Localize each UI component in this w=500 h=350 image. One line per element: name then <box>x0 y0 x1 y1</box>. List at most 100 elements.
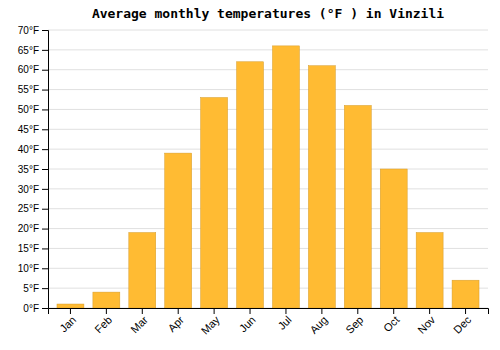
axis-line <box>49 309 489 315</box>
tick-label: Oct <box>381 314 402 335</box>
grid-line <box>48 228 488 229</box>
bar <box>165 153 192 308</box>
axis-line <box>42 31 49 309</box>
tick-mark <box>106 308 107 314</box>
grid-line <box>48 49 488 50</box>
bar <box>272 46 299 308</box>
tick-mark <box>42 229 48 230</box>
tick-label: Dec <box>451 313 474 336</box>
tick: Nov <box>415 308 438 336</box>
tick-label: 0°F <box>23 303 39 314</box>
tick: 50°F <box>18 104 48 115</box>
tick: 0°F <box>23 303 48 314</box>
tick-mark <box>42 268 48 269</box>
bars <box>57 46 479 308</box>
tick: 45°F <box>18 124 48 135</box>
tick: 15°F <box>18 243 48 254</box>
tick: Jan <box>57 308 78 335</box>
tick: Jun <box>237 308 258 335</box>
y-axis: 0°F 5°F 10°F 15°F 20°F 25°F 30°F 35°F 40°F 45°F 50… <box>18 25 49 314</box>
tick-mark <box>42 189 48 190</box>
tick-mark <box>42 288 48 289</box>
tick-label: 55°F <box>18 84 39 95</box>
tick-mark <box>70 308 71 314</box>
tick-mark <box>357 308 358 314</box>
tick-label: 40°F <box>18 144 39 155</box>
tick-label: 20°F <box>18 223 39 234</box>
tick-label: 65°F <box>18 45 39 56</box>
tick-mark <box>42 129 48 130</box>
tick-label: 5°F <box>23 283 39 294</box>
tick: Oct <box>381 308 402 334</box>
grid-line <box>48 149 488 150</box>
title: Average monthly temperatures (°F ) in Vi… <box>92 6 444 21</box>
tick: Aug <box>307 308 329 336</box>
tick-label: Apr <box>165 313 186 334</box>
tick-mark <box>42 149 48 150</box>
grid-line <box>48 129 488 130</box>
tick-label: Jan <box>57 314 78 335</box>
bar <box>308 66 335 308</box>
tick-label: Mar <box>128 313 150 335</box>
grid-line <box>48 89 488 90</box>
tick-label: May <box>199 313 223 337</box>
bar <box>129 233 156 308</box>
tick: 10°F <box>18 263 48 274</box>
tick: Sep <box>343 308 365 336</box>
tick: Dec <box>451 308 474 336</box>
x-axis: Jan Feb Mar Apr May Jun Jul Aug Sep Oct Nov Dec <box>49 308 489 337</box>
tick-mark <box>42 70 48 71</box>
tick: 60°F <box>18 64 48 75</box>
bar <box>344 105 371 308</box>
bar <box>93 292 120 308</box>
tick-label: 10°F <box>18 263 39 274</box>
tick-mark <box>321 308 322 314</box>
tick-label: 35°F <box>18 164 39 175</box>
tick-mark <box>393 308 394 314</box>
tick-label: Jul <box>275 314 293 332</box>
tick-mark <box>42 50 48 51</box>
tick-label: 30°F <box>18 184 39 195</box>
grid-line <box>48 69 488 70</box>
plot: Jan Feb Mar Apr May Jun Jul Aug Sep Oct Nov Dec 0°F 5… <box>18 25 489 337</box>
tick: 40°F <box>18 144 48 155</box>
tick-label: Jun <box>237 314 258 335</box>
tick-mark <box>214 308 215 314</box>
tick-label: 50°F <box>18 104 39 115</box>
bar <box>201 98 228 308</box>
grid-line <box>48 208 488 209</box>
tick-mark <box>250 308 251 314</box>
tick-label: 60°F <box>18 64 39 75</box>
tick: Apr <box>165 308 186 334</box>
tick: 65°F <box>18 45 48 56</box>
tick: 70°F <box>18 25 48 36</box>
tick-label: 70°F <box>18 25 39 36</box>
grid-line <box>48 109 488 110</box>
tick: Jul <box>275 308 293 332</box>
tick: 20°F <box>18 223 48 234</box>
tick-label: 15°F <box>18 243 39 254</box>
tick-label: Nov <box>415 313 438 336</box>
grid-line <box>48 169 488 170</box>
tick-mark <box>285 308 286 314</box>
tick-mark <box>142 308 143 314</box>
bar <box>452 280 479 308</box>
tick-label: Sep <box>343 314 365 336</box>
tick-mark <box>42 209 48 210</box>
tick: 55°F <box>18 84 48 95</box>
tick: Mar <box>128 308 150 335</box>
grid-line <box>48 188 488 189</box>
tick-mark <box>465 308 466 314</box>
tick: 5°F <box>23 283 48 294</box>
tick: May <box>199 308 223 337</box>
tick-mark <box>42 30 48 31</box>
tick: Feb <box>92 308 114 335</box>
tick-label: 45°F <box>18 124 39 135</box>
tick-label: Feb <box>92 314 114 336</box>
grid-line <box>48 30 488 31</box>
bar <box>237 62 264 308</box>
chart: Jan Feb Mar Apr May Jun Jul Aug Sep Oct Nov Dec 0°F 5… <box>0 0 500 350</box>
tick: 30°F <box>18 184 48 195</box>
tick-mark <box>42 90 48 91</box>
tick-label: 25°F <box>18 203 39 214</box>
